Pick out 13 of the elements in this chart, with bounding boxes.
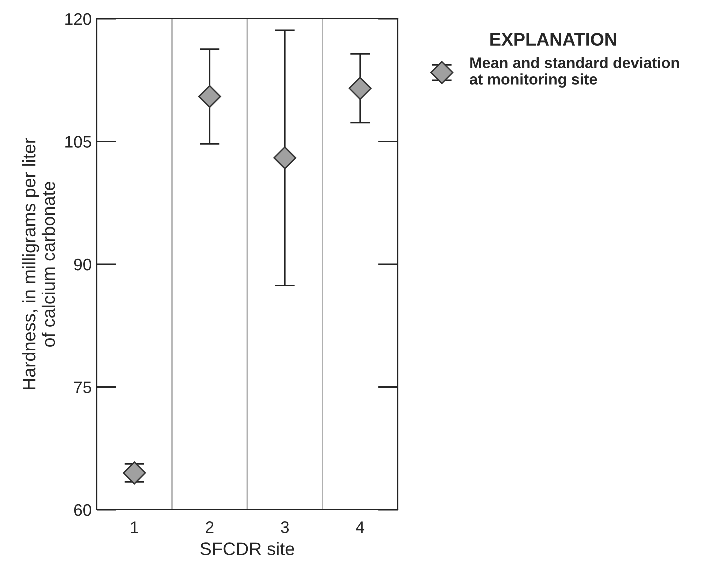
x-tick-label: 2 bbox=[206, 522, 214, 534]
y-tick-label: 105 bbox=[66, 136, 92, 148]
x-tick-label: 3 bbox=[281, 522, 290, 534]
legend-label: Mean and standard deviation at monitoring site bbox=[470, 57, 680, 88]
x-tick-label: 1 bbox=[131, 522, 138, 534]
y-axis-title: Hardness, in milligrams per liter of calcium carbonate bbox=[22, 138, 56, 390]
y-tick-label: 120 bbox=[66, 13, 92, 26]
x-axis-title: SFCDR site bbox=[200, 542, 294, 556]
legend-title: EXPLANATION bbox=[490, 33, 616, 46]
y-tick-label: 90 bbox=[74, 258, 92, 271]
y-tick-label: 60 bbox=[74, 504, 92, 516]
x-tick-label: 4 bbox=[356, 522, 365, 534]
y-tick-label: 75 bbox=[74, 382, 92, 394]
